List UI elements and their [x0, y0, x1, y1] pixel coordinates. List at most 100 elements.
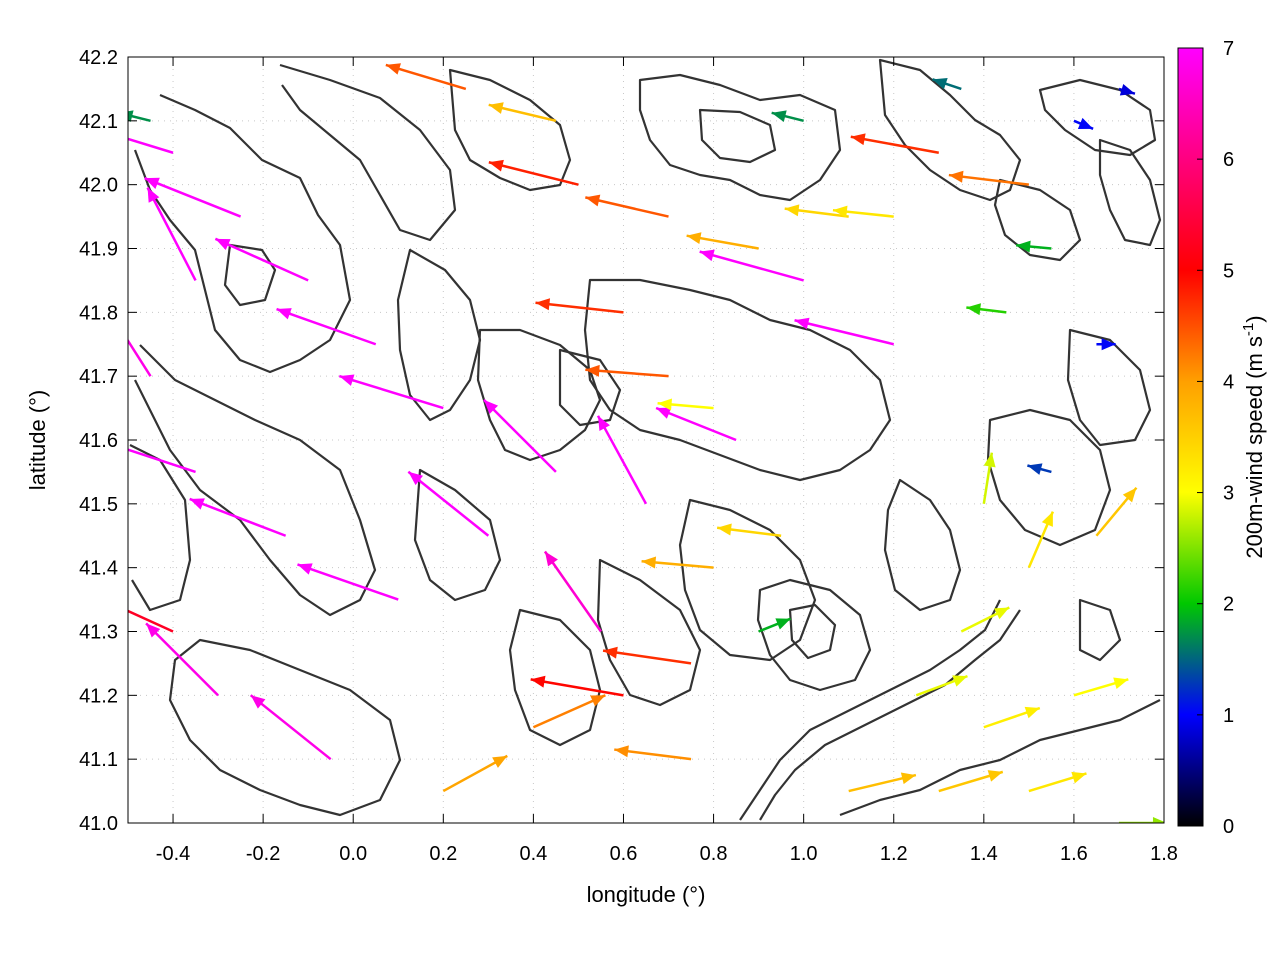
x-axis-label: longitude (°) [587, 882, 706, 907]
plot-background [128, 57, 1164, 823]
x-tick-label: 0.0 [339, 843, 367, 865]
wind-vector [948, 170, 1030, 186]
wind-vector [214, 237, 309, 282]
x-tick-label: 1.6 [1060, 843, 1088, 865]
x-tick-label: -0.4 [156, 843, 190, 865]
plot-area [127, 56, 1165, 824]
wind-vector [1096, 338, 1116, 351]
wind-vector [966, 303, 1007, 316]
y-tick-label: 41.8 [79, 302, 118, 324]
colorbar-tick-label: 2 [1223, 594, 1234, 616]
x-tick-label: 1.4 [970, 843, 998, 865]
wind-vector [189, 497, 287, 537]
wind-vector [614, 745, 692, 761]
wind-vector [1016, 240, 1052, 253]
terrain-contour [1078, 598, 1122, 662]
x-tick-label: 1.8 [1150, 843, 1178, 865]
y-axis-label: latitude (°) [25, 390, 50, 491]
wind-vector [1028, 771, 1087, 793]
colorbar-label-suffix: ) [1242, 315, 1267, 322]
terrain-contour [698, 108, 777, 164]
colorbar-tick-label: 4 [1223, 371, 1234, 393]
wind-vector [596, 415, 648, 505]
terrain-contour [638, 73, 842, 202]
terrain-contour [413, 468, 502, 602]
colorbar-tick-label: 6 [1223, 149, 1234, 171]
wind-vector [145, 622, 219, 697]
wind-vector [915, 674, 968, 697]
terrain-contour [508, 608, 602, 747]
terrain-contour [448, 68, 572, 192]
wind-vector [850, 133, 940, 154]
wind-vector [146, 187, 197, 281]
colorbar-tick-label: 5 [1223, 260, 1234, 282]
wind-vector [1073, 117, 1094, 130]
colorbar-label-exponent: -1 [1240, 323, 1257, 336]
terrain-contour [788, 603, 837, 660]
terrain-contour [839, 699, 1161, 817]
wind-vector [686, 232, 759, 250]
wind-vector [442, 754, 508, 793]
y-tick-label: 41.6 [79, 430, 118, 452]
terrain-contour [883, 478, 962, 612]
wind-vector [1027, 511, 1055, 569]
x-tick-label: 1.2 [880, 843, 908, 865]
y-tick-label: 41.7 [79, 366, 118, 388]
terrain-contour [986, 408, 1112, 547]
wind-vector [960, 606, 1010, 633]
terrain-contour [739, 599, 1001, 821]
wind-vector [983, 706, 1041, 729]
y-tick-label: 42.0 [79, 175, 118, 197]
wind-vector [128, 137, 174, 154]
wind-vector [938, 770, 1004, 793]
y-tick-label: 41.2 [79, 685, 118, 707]
wind-vector [716, 523, 782, 537]
y-tick-label: 41.0 [79, 813, 118, 835]
y-tick-label: 42.2 [79, 47, 118, 69]
wind-vectors [128, 63, 1164, 823]
wind-vector [832, 205, 894, 218]
wind-vector [784, 204, 849, 218]
colorbar-gradient [1177, 47, 1204, 827]
terrain-contour [476, 328, 602, 462]
terrain-contour [134, 344, 377, 617]
wind-vector [543, 550, 602, 633]
terrain-contour [558, 348, 622, 427]
wind-vector [657, 398, 714, 411]
x-tick-label: 1.0 [790, 843, 818, 865]
terrain-contour [396, 248, 482, 422]
terrain-contour [583, 278, 892, 482]
colorbar-tick-label: 3 [1223, 483, 1234, 505]
terrain-contour [878, 58, 1022, 202]
x-tick-label: 0.8 [700, 843, 728, 865]
wind-vector [932, 78, 962, 91]
wind-vector [128, 110, 151, 123]
wind-vector [1118, 83, 1136, 96]
y-tick-label: 41.9 [79, 239, 118, 261]
wind-vector [276, 307, 377, 346]
colorbar-tick-label: 1 [1223, 705, 1234, 727]
wind-vector [794, 317, 895, 346]
terrain-contour [1066, 328, 1152, 447]
wind-vector [655, 406, 737, 442]
wind-vector [532, 694, 606, 729]
wind-vector [338, 374, 444, 410]
y-tick-label: 41.5 [79, 494, 118, 516]
wind-vector [982, 452, 996, 505]
wind-vector [641, 556, 714, 569]
y-tick-labels: 41.0 41.1 41.2 41.3 41.4 41.5 41.6 41.7 41.8 41.9… [79, 47, 118, 835]
y-tick-label: 41.3 [79, 622, 118, 644]
terrain-contour [279, 63, 457, 242]
colorbar-ticks: 0 1 2 3 4 5 6 7 [1197, 38, 1234, 838]
wind-vector [1095, 486, 1138, 537]
wind-vector [699, 249, 804, 282]
wind-vector [758, 617, 792, 633]
terrain-contours [129, 58, 1162, 821]
wind-vector [602, 646, 692, 665]
terrain-contour [759, 609, 1021, 821]
colorbar-tick-label: 0 [1223, 816, 1234, 838]
colorbar-label: 200m-wind speed (m s-1) [1240, 315, 1267, 558]
terrain-contour [756, 578, 872, 692]
wind-vector [1118, 817, 1164, 823]
